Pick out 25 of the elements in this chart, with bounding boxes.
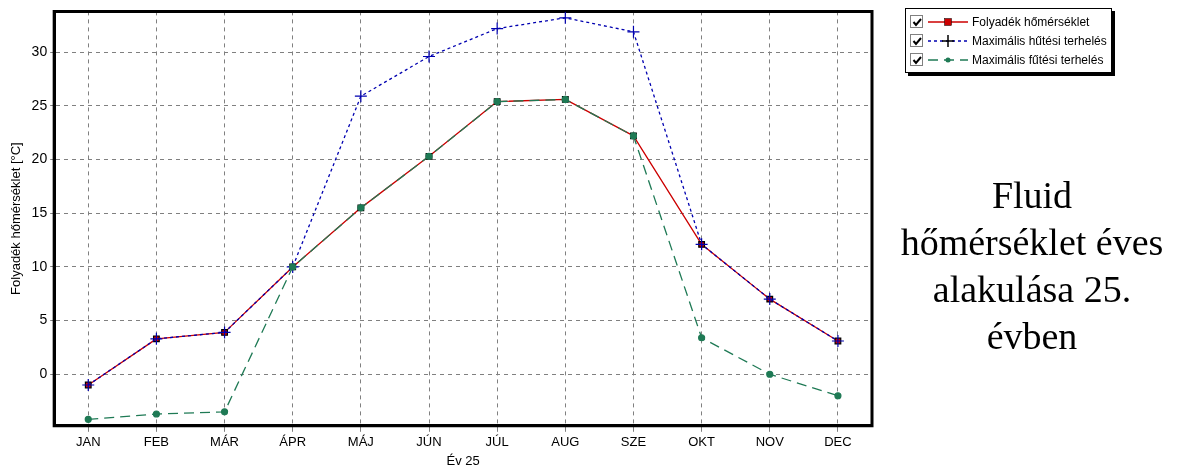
x-tick-label: SZE [620, 434, 647, 450]
legend-label: Maximális hűtési terhelés [972, 33, 1107, 48]
y-tick-label: 5 [39, 311, 48, 328]
y-tick-label: 10 [31, 257, 48, 274]
x-tick-label: AUG [551, 434, 580, 450]
y-tick-label: 0 [39, 365, 48, 382]
x-tick-label: DEC [824, 434, 852, 450]
y-tick-label: 25 [31, 96, 48, 113]
y-tick-label: 30 [31, 43, 48, 60]
text: Fluid hőmérséklet éves alakulása 25. évben [899, 173, 1165, 359]
legend-label: Maximális fűtési terhelés [972, 52, 1104, 67]
x-axis-title: Év 25 [446, 452, 480, 468]
y-tick-label: 15 [31, 204, 48, 221]
y-axis-title: Folyadék hőmérséklet [°C] [8, 142, 24, 295]
x-tick-label: JAN [75, 434, 101, 450]
x-tick-label: FEB [143, 434, 170, 450]
x-tick-label: NOV [755, 434, 785, 450]
x-tick-label: JÚL [485, 434, 509, 450]
x-tick-label: OKT [688, 434, 716, 450]
x-tick-label: ÁPR [279, 434, 307, 450]
legend-label: Folyadék hőmérséklet [972, 14, 1090, 29]
y-tick-label: 20 [31, 150, 48, 167]
x-tick-label: JÚN [416, 434, 442, 450]
x-tick-label: MÁR [210, 434, 239, 450]
x-tick-label: MÁJ [347, 434, 374, 450]
